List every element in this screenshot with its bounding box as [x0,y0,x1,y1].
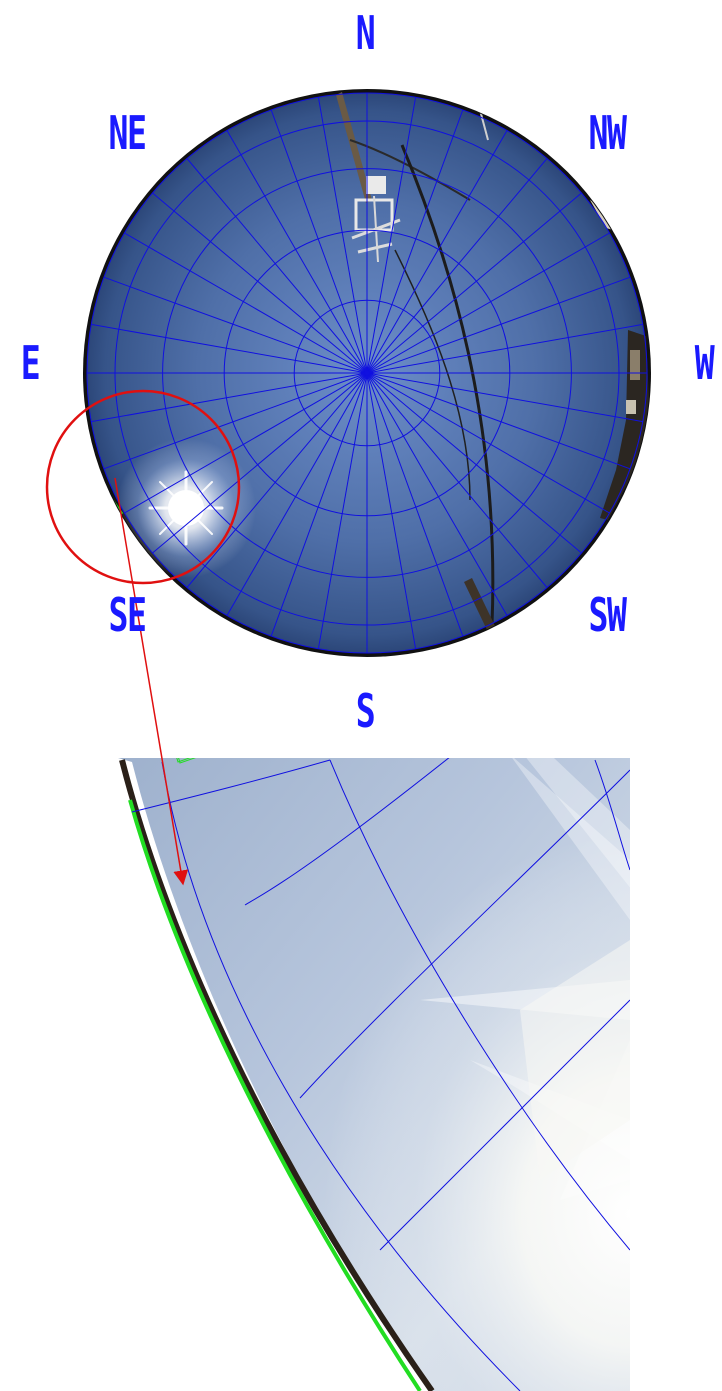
grid-spoke [124,232,368,374]
zoom-target-rect [178,758,196,764]
grid-spoke [366,372,643,423]
mast-structure [336,92,489,263]
grid-spoke [366,192,582,374]
zoom-target-box [176,758,191,763]
compass-label-nw: NW [588,106,626,160]
zoom-inset [118,758,630,1391]
grid-spoke [317,372,368,649]
grid-spoke [366,372,582,554]
west-building [600,330,650,520]
zenith-point [364,370,370,376]
zoom-grid [131,758,630,1391]
grid-spoke [270,372,368,637]
compass-label-e: E [20,336,41,390]
compass-label-n: N [355,6,376,60]
compass-label-ne: NE [108,106,146,160]
grid-spoke [366,276,631,374]
fisheye-dome [83,89,651,657]
compass-label-se: SE [108,588,146,642]
grid-spoke [317,97,368,374]
zoom-outside-area [118,758,430,1391]
zoom-horizon-edge [119,759,435,1391]
grid-spoke [186,372,368,588]
zoom-arrow [114,477,189,886]
grid-spoke [103,372,368,470]
compass-label-w: W [694,336,715,390]
grid-spoke [226,372,368,616]
sun [168,490,204,526]
grid-spoke [103,276,368,374]
grid-spoke [366,372,548,588]
grid-spoke [366,158,548,374]
grid-spoke [366,372,464,637]
grid-spoke [366,372,631,470]
polar-grid [87,93,647,653]
grid-spoke [366,372,508,616]
grid-spoke [366,109,464,374]
grid-spoke [186,158,368,374]
grid-spoke [152,372,368,554]
guy-wire [400,144,495,626]
grid-spoke [91,323,368,374]
grid-spoke [270,109,368,374]
pole-lower [464,578,496,632]
grid-spoke [152,192,368,374]
grid-spoke [366,323,643,374]
highlight-circle [45,389,241,585]
horizon-ring [86,92,648,654]
grid-spoke [124,372,368,514]
zoom-horizon-mask [128,799,422,1391]
grid-spoke [366,372,610,514]
grid-spoke [366,372,417,649]
compass-label-sw: SW [588,588,626,642]
grid-spoke [366,130,508,374]
grid-spoke [366,97,417,374]
grid-spoke [366,232,610,374]
grid-spoke [91,372,368,423]
compass-label-s: S [355,684,376,738]
grid-spoke [226,130,368,374]
